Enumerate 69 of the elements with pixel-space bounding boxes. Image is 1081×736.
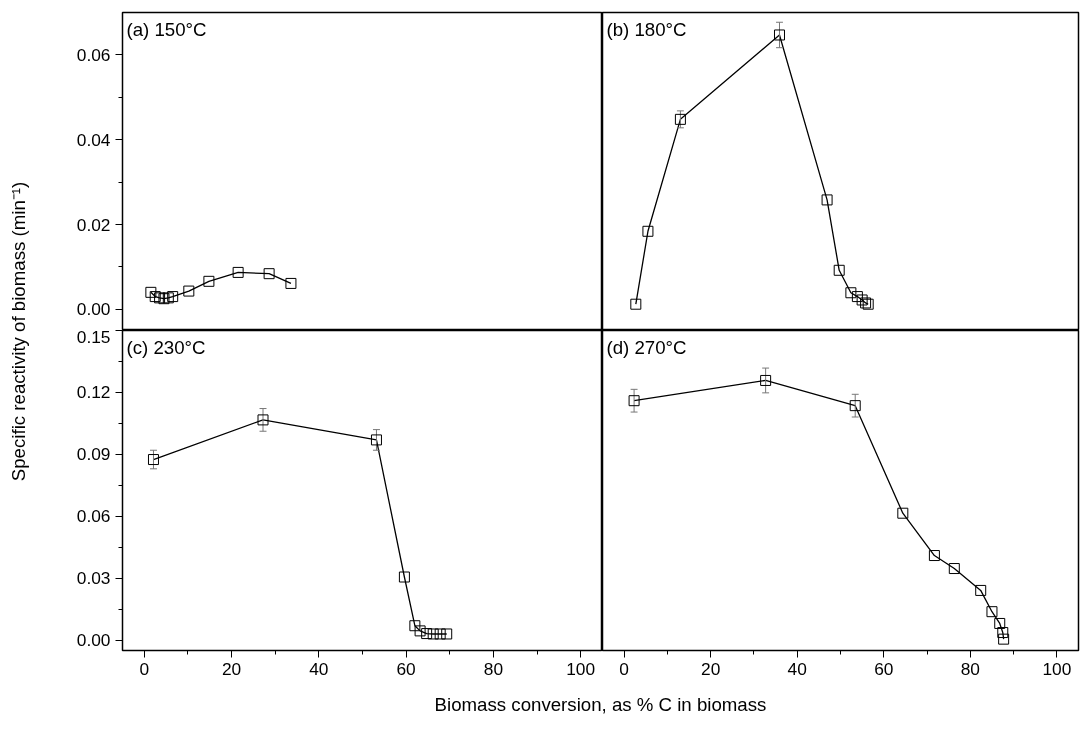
point	[149, 291, 161, 303]
point	[203, 275, 215, 287]
point	[986, 606, 998, 618]
point	[421, 628, 433, 640]
point	[760, 374, 772, 386]
point	[856, 294, 868, 306]
point	[845, 287, 857, 299]
chart-title: (d) 270°C	[606, 336, 687, 358]
y-tick-label: 0.15	[76, 326, 111, 347]
point	[441, 628, 453, 640]
y-axis-title: Specific reactivity of biomass (min⁻¹)	[8, 181, 29, 482]
y-tick-label: 0.06	[76, 506, 111, 527]
x-tick-label: 40	[787, 658, 807, 679]
point	[821, 194, 833, 206]
point	[183, 285, 195, 297]
x-tick-label: 0	[619, 658, 629, 679]
point	[994, 617, 1006, 629]
point	[257, 414, 269, 426]
point	[833, 264, 845, 276]
point	[147, 454, 159, 466]
y-tick-label: 0.04	[76, 129, 111, 150]
y-tick-label: 0.03	[76, 568, 111, 589]
point	[975, 584, 987, 596]
point	[642, 225, 654, 237]
point	[998, 633, 1010, 645]
x-tick-label: 20	[221, 658, 242, 679]
point	[948, 563, 960, 575]
point	[398, 571, 410, 583]
point	[897, 507, 909, 519]
point	[145, 286, 157, 298]
y-tick-label: 0.00	[76, 630, 111, 651]
point	[370, 434, 382, 446]
x-axis-title: Biomass conversion, as % C in biomass	[434, 694, 767, 715]
chart-title: (c) 230°C	[126, 336, 206, 358]
y-tick-label: 0.00	[76, 299, 111, 320]
point	[285, 277, 297, 289]
point	[167, 291, 179, 303]
point	[434, 628, 446, 640]
point	[409, 620, 421, 632]
point	[630, 298, 642, 310]
point	[414, 625, 426, 637]
point	[158, 293, 170, 305]
x-tick-label: 60	[874, 658, 894, 679]
y-tick-label: 0.06	[76, 44, 111, 65]
x-tick-label: 0	[139, 658, 150, 679]
chart-title: (a) 150°C	[126, 18, 207, 40]
x-tick-label: 80	[960, 658, 980, 679]
point	[263, 268, 275, 280]
point	[674, 113, 686, 125]
y-tick-label: 0.09	[76, 444, 111, 465]
point	[162, 292, 174, 304]
x-tick-label: 40	[309, 658, 329, 679]
x-tick-label: 20	[701, 658, 721, 679]
y-tick-label: 0.12	[76, 382, 111, 403]
x-tick-label: 100	[566, 658, 596, 679]
point	[232, 266, 244, 278]
point	[928, 550, 940, 562]
point	[773, 29, 785, 41]
x-tick-label: 100	[1042, 658, 1072, 679]
point	[851, 291, 863, 303]
point	[628, 395, 640, 407]
y-tick-label: 0.02	[76, 214, 111, 235]
point	[154, 292, 166, 304]
point	[997, 627, 1009, 639]
x-tick-label: 60	[396, 658, 416, 679]
chart-title: (b) 180°C	[606, 18, 687, 40]
point	[849, 400, 861, 412]
x-tick-label: 80	[483, 658, 504, 679]
point	[427, 628, 439, 640]
